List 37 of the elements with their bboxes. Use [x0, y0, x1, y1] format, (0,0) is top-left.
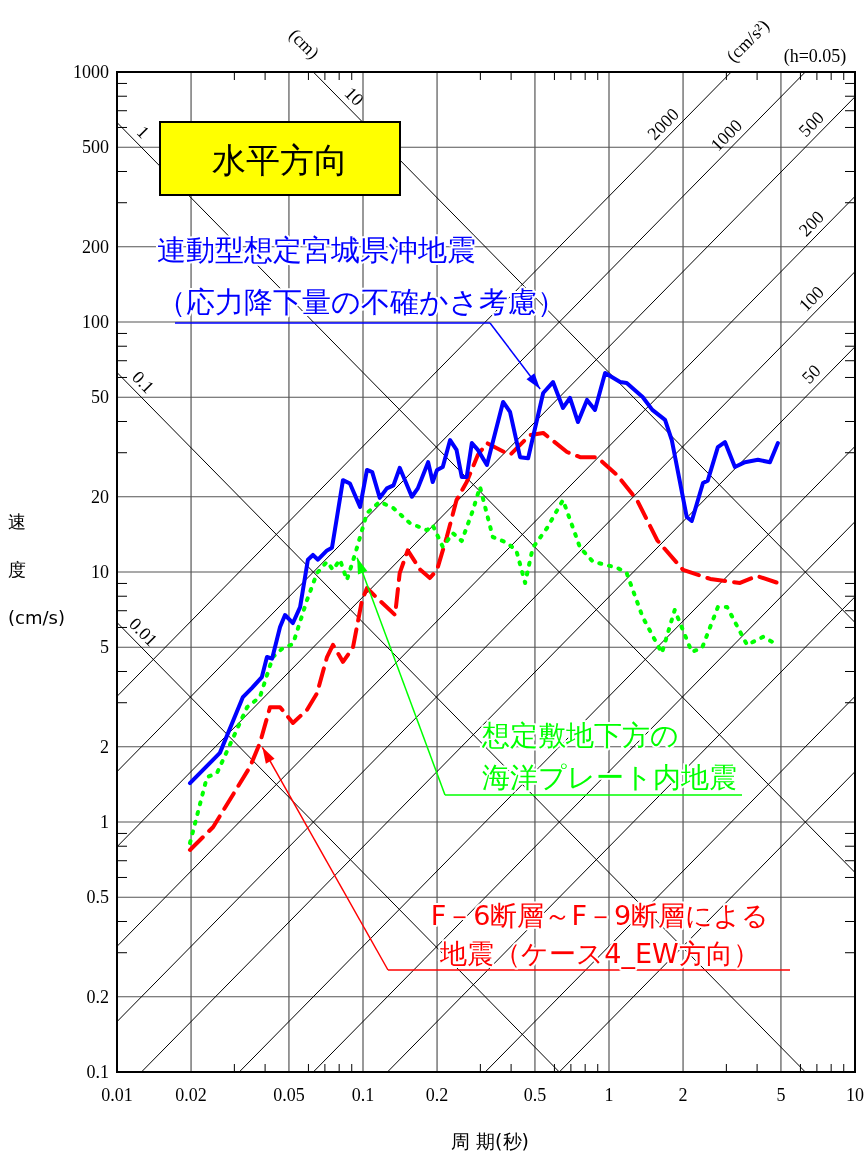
- x-tick-label: 0.5: [523, 1085, 547, 1105]
- annotation: 0.01: [125, 613, 162, 651]
- x-tick-label: 10: [846, 1085, 864, 1105]
- y-axis-title: 速度(cm/s): [8, 511, 65, 628]
- y-tick-label: 50: [91, 387, 109, 408]
- y-tick-label: 100: [82, 312, 109, 332]
- series-name: 連動型想定宮城県沖地震（応力降下量の不確かさ考慮）: [157, 233, 566, 319]
- text: (cm): [284, 24, 324, 64]
- y-tick-label: 1000: [73, 62, 109, 82]
- x-tick-label: 0.1: [351, 1085, 375, 1105]
- y-tick-label: 500: [82, 137, 109, 158]
- x-tick-label: 0.2: [425, 1085, 449, 1105]
- annotation: 100: [794, 282, 828, 316]
- y-tick-label: 0.2: [86, 986, 109, 1007]
- x-tick-label: 5: [776, 1085, 786, 1105]
- text: 水平方向: [212, 140, 348, 180]
- annotation: 10: [340, 83, 368, 110]
- x-tick-label: 0.01: [101, 1085, 133, 1105]
- annotation: 50: [797, 360, 825, 388]
- x-tick-label: 0.02: [175, 1085, 207, 1105]
- y-tick-label: 1: [100, 812, 109, 832]
- y-tick-label: 20: [91, 486, 109, 507]
- y-tick-label: 0.5: [86, 887, 109, 908]
- y-tick-label: 0.1: [86, 1062, 109, 1082]
- annotation: 500: [794, 107, 828, 141]
- annotation: 1: [132, 121, 154, 143]
- text: (h=0.05): [783, 46, 847, 67]
- x-tick-label: 2: [678, 1085, 688, 1105]
- x-tick-label: 0.05: [273, 1085, 305, 1105]
- annotation: 200: [794, 206, 828, 241]
- y-tick-label: 200: [82, 236, 109, 257]
- y-tick-label: 5: [100, 637, 109, 658]
- y-tick-label: 2: [100, 736, 109, 757]
- x-axis-title: 周 期(秒): [451, 1130, 529, 1152]
- y-tick-label: 10: [91, 562, 109, 582]
- annotation: 0.1: [128, 367, 159, 398]
- x-tick-label: 1: [604, 1085, 614, 1105]
